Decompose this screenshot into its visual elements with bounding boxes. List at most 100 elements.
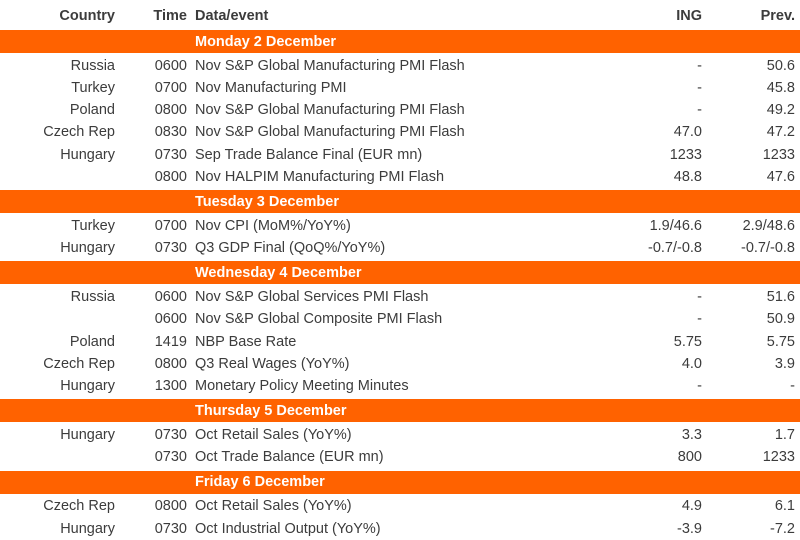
cell-event: Oct Retail Sales (YoY%): [195, 499, 352, 514]
table-row: Hungary 0730 Q3 GDP Final (QoQ%/YoY%) -0.7/…: [0, 237, 800, 259]
cell-ing: 800: [677, 450, 702, 465]
column-header-time: Time: [153, 8, 187, 24]
day-banner-label: Thursday 5 December: [195, 402, 347, 419]
cell-country: Czech Rep: [43, 499, 115, 514]
cell-time: 0700: [154, 81, 187, 96]
cell-prev: 3.9: [774, 356, 795, 372]
cell-time: 0800: [154, 499, 187, 514]
cell-prev: 47.6: [766, 169, 795, 185]
cell-time: 1300: [154, 378, 187, 394]
cell-prev: -7.2: [770, 521, 795, 537]
cell-country: Hungary: [60, 147, 115, 163]
table-row: Russia 0600 Nov S&P Global Manufacturing P…: [0, 55, 800, 77]
cell-event: Sep Trade Balance Final (EUR mn): [195, 147, 423, 163]
cell-time: 0600: [154, 290, 187, 305]
day-banner-label: Tuesday 3 December: [195, 193, 339, 210]
cell-time: 0730: [154, 521, 187, 537]
cell-event: NBP Base Rate: [195, 334, 297, 350]
table-row: Hungary 0730 Oct Industrial Output (YoY%) -…: [0, 518, 800, 540]
cell-country: Czech Rep: [43, 125, 115, 140]
table-row: Poland 0800 Nov S&P Global Manufacturing P…: [0, 99, 800, 121]
column-header-ing: ING: [676, 8, 702, 24]
cell-country: Russia: [70, 290, 115, 305]
cell-prev: 1233: [762, 147, 795, 163]
cell-country: Hungary: [60, 521, 115, 537]
cell-country: Poland: [69, 334, 115, 350]
cell-ing: -3.9: [677, 521, 702, 537]
cell-prev: -0.7/-0.8: [741, 241, 795, 256]
table-row: Turkey 0700 Nov CPI (MoM%/YoY%) 1.9/46.6 2.9…: [0, 215, 800, 237]
day-banner-label: Monday 2 December: [195, 33, 337, 50]
cell-event: Monetary Policy Meeting Minutes: [195, 378, 409, 394]
cell-event: Nov HALPIM Manufacturing PMI Flash: [195, 169, 445, 185]
cell-prev: 50.6: [766, 58, 795, 74]
cell-time: 0800: [154, 169, 187, 185]
cell-ing: -: [697, 312, 702, 327]
cell-time: 0600: [154, 58, 187, 74]
cell-event: Nov S&P Global Manufacturing PMI Flash: [195, 125, 465, 140]
cell-prev: 6.1: [774, 499, 795, 514]
day-banner-label: Friday 6 December: [195, 474, 325, 491]
cell-ing: -0.7/-0.8: [648, 241, 702, 256]
cell-ing: -: [697, 290, 702, 305]
cell-event: Oct Retail Sales (YoY%): [195, 428, 352, 443]
cell-event: Oct Industrial Output (YoY%): [195, 521, 381, 537]
cell-ing: -: [697, 81, 702, 96]
cell-prev: 51.6: [766, 290, 795, 305]
day-banner: Monday 2 December: [0, 30, 800, 53]
cell-prev: 1233: [762, 450, 795, 465]
table-row: Turkey 0700 Nov Manufacturing PMI - 45.8: [0, 77, 800, 99]
cell-ing: 4.0: [681, 356, 702, 372]
table-row: 0600 Nov S&P Global Composite PMI Flash - 5…: [0, 309, 800, 331]
cell-ing: 47.0: [673, 125, 702, 140]
cell-event: Nov S&P Global Services PMI Flash: [195, 290, 429, 305]
table-row: 0800 Nov HALPIM Manufacturing PMI Flash 48…: [0, 166, 800, 188]
cell-time: 0600: [154, 312, 187, 327]
table-body: Monday 2 December Russia 0600 Nov S&P Globa…: [0, 28, 800, 540]
cell-ing: 1.9/46.6: [649, 218, 702, 234]
cell-time: 0800: [154, 356, 187, 372]
cell-event: Nov S&P Global Composite PMI Flash: [195, 312, 443, 327]
cell-event: Oct Trade Balance (EUR mn): [195, 450, 384, 465]
cell-event: Q3 Real Wages (YoY%): [195, 356, 350, 372]
cell-country: Turkey: [71, 81, 115, 96]
cell-country: Turkey: [71, 218, 115, 234]
table-header-row: Country Time Data/event ING Prev.: [0, 4, 800, 28]
cell-prev: 50.9: [766, 312, 795, 327]
cell-prev: 45.8: [766, 81, 795, 96]
cell-country: Hungary: [60, 241, 115, 256]
cell-event: Q3 GDP Final (QoQ%/YoY%): [195, 241, 386, 256]
cell-prev: 49.2: [766, 103, 795, 118]
cell-country: Hungary: [60, 378, 115, 394]
cell-prev: 47.2: [766, 125, 795, 140]
cell-ing: 48.8: [673, 169, 702, 185]
day-banner-label: Wednesday 4 December: [195, 264, 362, 281]
cell-prev: -: [790, 378, 795, 394]
table-row: Hungary 1300 Monetary Policy Meeting Minut…: [0, 375, 800, 397]
cell-time: 1419: [154, 334, 187, 350]
cell-event: Nov Manufacturing PMI: [195, 81, 347, 96]
cell-time: 0730: [154, 147, 187, 163]
table-row: Russia 0600 Nov S&P Global Services PMI Fl…: [0, 286, 800, 308]
table-row: Poland 1419 NBP Base Rate 5.75 5.75: [0, 331, 800, 353]
column-header-country: Country: [59, 8, 115, 24]
cell-country: Czech Rep: [43, 356, 115, 372]
table-row: Hungary 0730 Sep Trade Balance Final (EUR …: [0, 144, 800, 166]
table-row: Czech Rep 0800 Oct Retail Sales (YoY%) 4.9 6…: [0, 496, 800, 518]
table-row: Czech Rep 0800 Q3 Real Wages (YoY%) 4.0 3.9: [0, 353, 800, 375]
cell-country: Poland: [69, 103, 115, 118]
cell-time: 0730: [154, 450, 187, 465]
day-banner: Wednesday 4 December: [0, 261, 800, 285]
day-banner: Tuesday 3 December: [0, 190, 800, 214]
cell-ing: 4.9: [681, 499, 702, 514]
cell-time: 0730: [154, 241, 187, 256]
cell-event: Nov S&P Global Manufacturing PMI Flash: [195, 58, 465, 74]
cell-time: 0830: [154, 125, 187, 140]
cell-time: 0800: [154, 103, 187, 118]
table-row: Czech Rep 0830 Nov S&P Global Manufacturin…: [0, 122, 800, 144]
cell-ing: -: [697, 378, 702, 394]
cell-time: 0700: [154, 218, 187, 234]
cell-country: Hungary: [60, 428, 115, 443]
cell-ing: -: [697, 58, 702, 74]
